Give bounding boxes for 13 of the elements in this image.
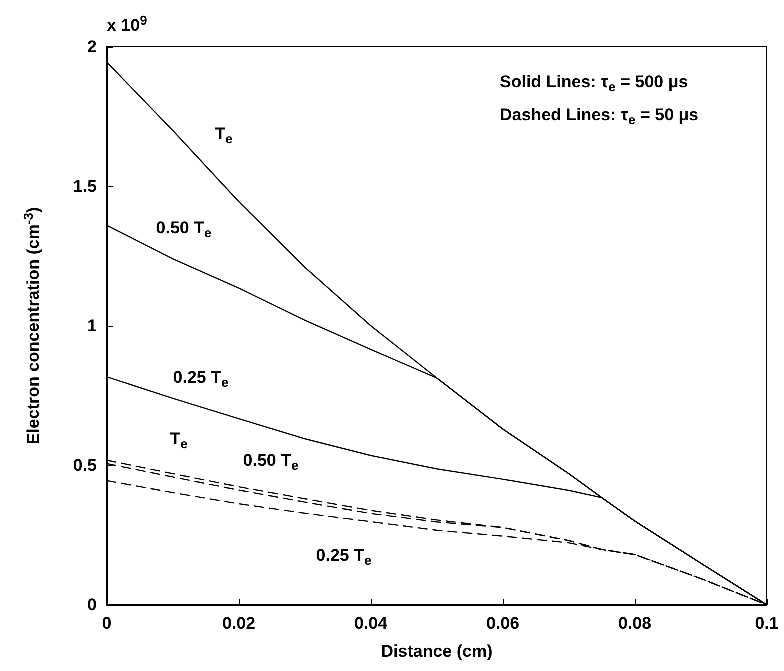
x-tick-label: 0.1 [755,614,779,633]
y-tick-label: 0 [88,596,97,614]
y-tick-label: 1 [88,316,97,336]
y-tick-label: 1.5 [73,177,97,196]
x-axis-title: Distance (cm) [381,642,493,661]
x-tick-label: 0.06 [486,614,520,633]
y-axis-title: Electron concentration (cm-3) [21,207,43,445]
y-tick-label: 2 [88,38,97,56]
x-tick-label: 0 [102,614,112,633]
y-tick-label: 0.5 [73,456,97,475]
x-tick-label: 0.08 [618,614,652,633]
x-tick-label: 0.04 [354,614,388,633]
x-tick-label: 0.02 [222,614,256,633]
